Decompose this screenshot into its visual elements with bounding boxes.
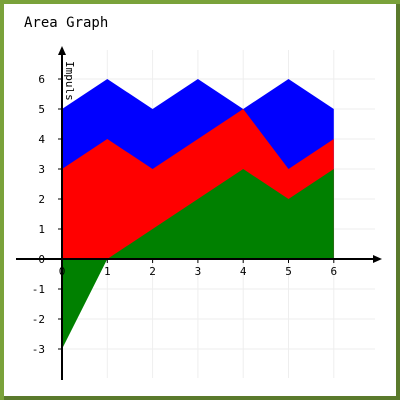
y-tick-label: 1 xyxy=(38,223,45,236)
tick-labels: 0 1 2 3 4 5 6 -3 -2 -1 0 1 2 3 4 5 6 Impuls xyxy=(32,61,337,356)
y-tick-label: -2 xyxy=(32,313,45,326)
frame-shadow-bottom xyxy=(4,396,400,400)
axes xyxy=(16,46,382,380)
y-tick-label: 6 xyxy=(38,73,45,86)
x-axis-arrow-icon xyxy=(373,255,382,263)
x-tick-label: 1 xyxy=(104,265,111,278)
x-tick-label: 0 xyxy=(59,265,66,278)
y-tick-label: 5 xyxy=(38,103,45,116)
y-tick-label: 2 xyxy=(38,193,45,206)
frame-shadow-right xyxy=(396,4,400,400)
y-tick-label: 4 xyxy=(38,133,45,146)
x-tick-label: 3 xyxy=(195,265,202,278)
y-tick-label: -3 xyxy=(32,343,45,356)
y-tick-label: 3 xyxy=(38,163,45,176)
y-tick-label: -1 xyxy=(32,283,45,296)
y-axis-arrow-icon xyxy=(58,46,66,55)
x-tick-label: 2 xyxy=(149,265,156,278)
x-tick-label: 4 xyxy=(240,265,247,278)
x-tick-label: 6 xyxy=(330,265,337,278)
y-axis-label: Impuls xyxy=(63,61,76,101)
y-tick-label: 0 xyxy=(38,253,45,266)
chart-title: Area Graph xyxy=(24,15,109,31)
x-tick-label: 5 xyxy=(285,265,292,278)
